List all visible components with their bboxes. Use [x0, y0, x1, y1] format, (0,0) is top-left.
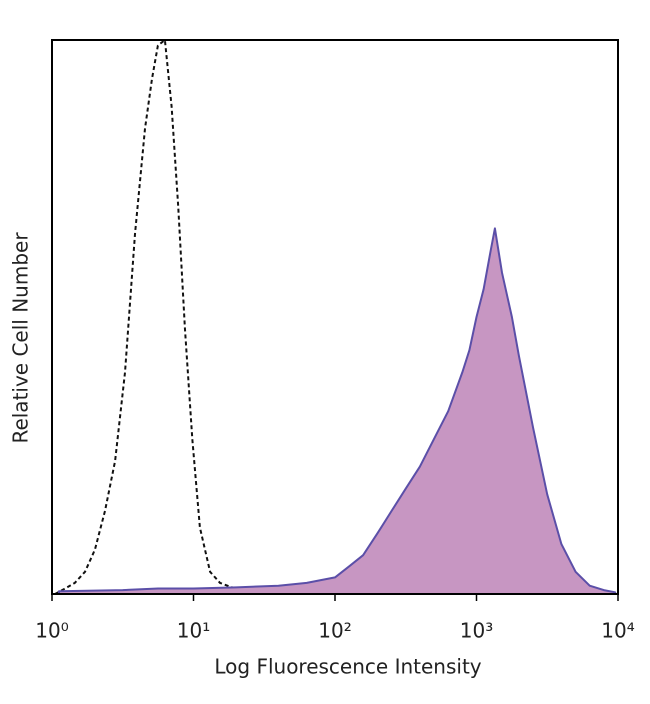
histogram-area [58, 227, 617, 595]
x-tick-label: 10² [318, 619, 351, 643]
x-tick-label: 10³ [460, 619, 493, 643]
histogram-line [54, 39, 351, 595]
x-tick-label: 10¹ [177, 619, 210, 643]
x-axis-label: Log Fluorescence Intensity [214, 655, 481, 679]
y-axis-label: Relative Cell Number [9, 232, 33, 444]
x-tick-label: 10⁴ [601, 619, 634, 643]
x-tick-label: 10⁰ [35, 619, 68, 643]
